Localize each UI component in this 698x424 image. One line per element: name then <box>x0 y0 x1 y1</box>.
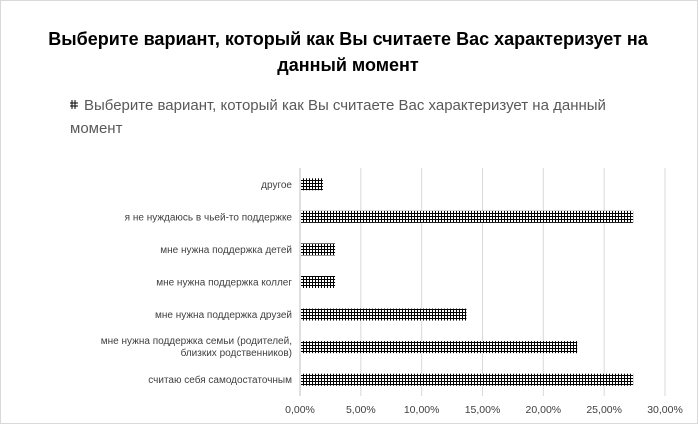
category-label: мне нужна поддержка семьи (родителей, бли… <box>101 336 292 359</box>
x-tick-label: 5,00% <box>346 404 376 416</box>
bar <box>301 243 336 256</box>
legend-label: Выберите вариант, который как Вы считает… <box>70 97 606 137</box>
chart-title: Выберите вариант, который как Вы считает… <box>48 29 648 75</box>
category-label: мне нужна поддержка детей <box>160 245 292 256</box>
bar <box>301 178 323 191</box>
x-tick-label: 15,00% <box>465 404 501 416</box>
category-label: я не нуждаюсь в чьей-то поддержке <box>125 212 293 223</box>
x-tick-label: 20,00% <box>526 404 562 416</box>
x-tick-label: 25,00% <box>586 404 622 416</box>
x-tick-label: 30,00% <box>647 404 683 416</box>
category-label: другое <box>261 180 292 191</box>
category-label: мне нужна поддержка коллег <box>156 278 292 289</box>
bar <box>301 276 336 288</box>
legend-swatch <box>70 100 78 109</box>
legend: Выберите вариант, который как Вы считает… <box>70 94 660 140</box>
bar <box>301 341 578 354</box>
x-tick-label: 0,00% <box>285 404 315 416</box>
x-tick-label: 10,00% <box>404 404 440 416</box>
bar <box>301 308 467 321</box>
category-label: мне нужна поддержка друзей <box>155 310 292 321</box>
category-label: считаю себя самодостаточным <box>148 374 292 386</box>
bar <box>301 210 634 223</box>
bar <box>301 373 634 386</box>
